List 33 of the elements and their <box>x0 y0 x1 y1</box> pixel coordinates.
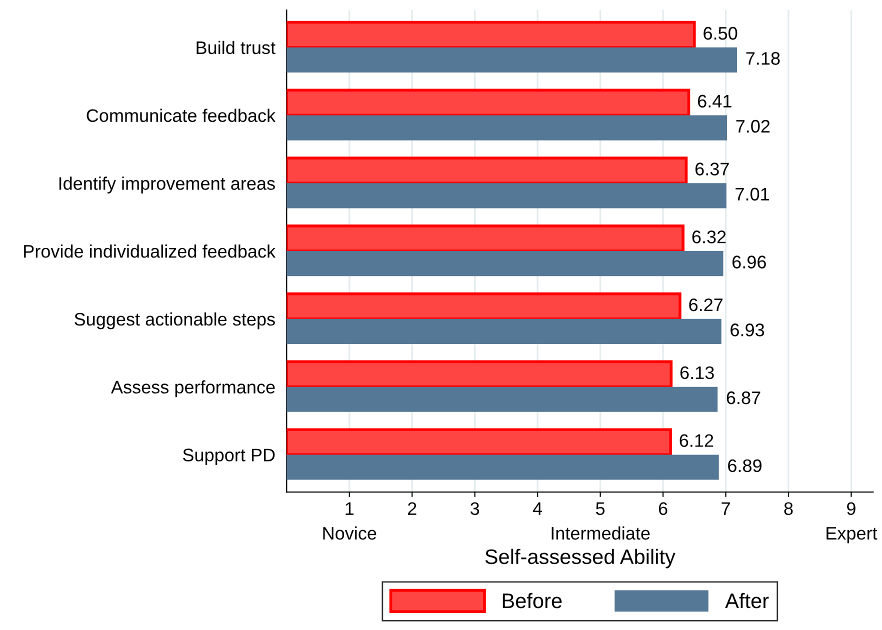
y-tick-label: Support PD <box>183 448 275 465</box>
y-tick-label: Build trust <box>196 40 276 54</box>
x-tick-label: 4 <box>532 502 542 515</box>
data-label: 7.01 <box>736 188 769 201</box>
data-label: 6.93 <box>730 324 764 336</box>
x-tick-label: 5 Intermediate <box>552 502 650 540</box>
x-tick-label: 2 <box>408 502 416 515</box>
data-label: 6.32 <box>692 230 726 244</box>
data-label: 6.27 <box>689 298 723 312</box>
x-tick-label: 8 <box>784 502 793 516</box>
y-tick-label: Suggest actionable steps <box>74 312 275 330</box>
data-label: 6.41 <box>698 94 732 108</box>
legend-label: Before <box>502 592 562 608</box>
x-tick-label: 1 Novice <box>323 502 376 540</box>
y-tick-label: Assess performance <box>111 380 275 398</box>
y-tick-label: Identify improvement areas <box>59 176 275 194</box>
y-tick-label: Provide individualized feedback <box>24 244 276 258</box>
data-label: 7.18 <box>746 52 780 65</box>
x-axis-title: Self-assessed Ability <box>485 548 676 568</box>
data-label: 6.96 <box>732 256 766 268</box>
x-tick-label: 6 <box>658 502 668 516</box>
legend-label: After <box>725 592 769 608</box>
y-tick-label: Communicate feedback <box>86 108 276 122</box>
data-label: 6.89 <box>728 459 762 472</box>
x-tick-label: 3 <box>470 502 480 516</box>
data-label: 6.50 <box>704 26 738 40</box>
x-tick-label: 7 <box>722 502 730 515</box>
data-label: 6.13 <box>680 366 714 380</box>
data-label: 7.02 <box>736 120 770 133</box>
data-label: 6.12 <box>680 434 714 447</box>
x-tick-label: 9 Expert <box>826 502 878 544</box>
data-label: 6.37 <box>695 162 729 176</box>
data-label: 6.87 <box>726 391 760 404</box>
